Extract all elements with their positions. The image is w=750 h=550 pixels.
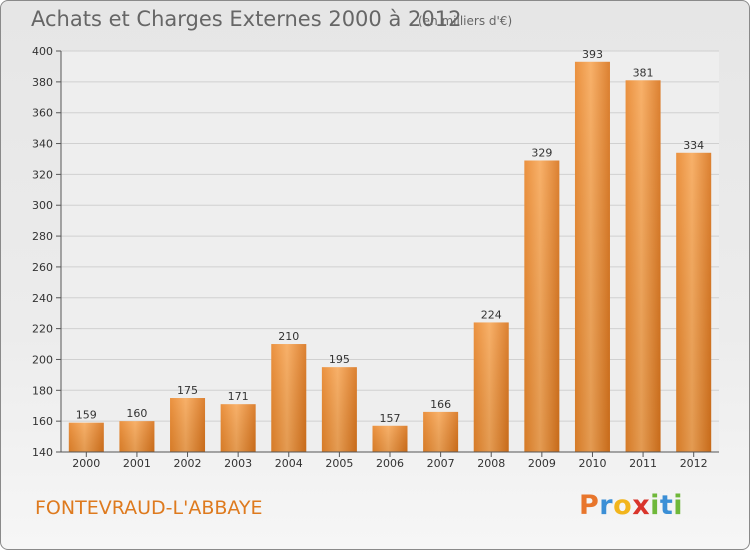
y-tick-label: 200 [32,353,53,366]
plot-area [61,51,719,452]
bar-shade [423,411,459,452]
bar-shade [170,398,206,452]
x-tick-label: 2011 [629,457,657,470]
x-tick-label: 2004 [275,457,303,470]
y-tick-label: 400 [32,45,53,58]
bar-shade [524,160,560,452]
chart-title: Achats et Charges Externes 2000 à 2012 [31,7,462,31]
x-tick-label: 2000 [72,457,100,470]
x-tick-label: 2010 [578,457,606,470]
value-label: 393 [582,48,603,61]
town-name: FONTEVRAUD-L'ABBAYE [35,497,263,519]
x-tick-label: 2005 [325,457,353,470]
y-tick-label: 300 [32,199,53,212]
y-tick-label: 240 [32,292,53,305]
y-tick-label: 280 [32,230,53,243]
logo-letter: o [613,490,633,521]
bar-shade [676,152,712,453]
logo-letter: P [579,490,600,521]
value-label: 224 [481,308,502,321]
bar-shade [372,425,408,452]
x-tick-label: 2007 [427,457,455,470]
y-tick-label: 140 [32,446,53,459]
y-tick-label: 380 [32,76,53,89]
y-tick-label: 360 [32,107,53,120]
value-label: 160 [126,407,147,420]
y-tick-label: 160 [32,415,53,428]
y-tick-label: 220 [32,323,53,336]
value-label: 159 [76,409,97,422]
value-label: 171 [228,390,249,403]
value-label: 329 [531,147,552,160]
bar-shade [271,344,307,452]
value-label: 334 [683,139,704,152]
bar-shade [473,322,509,452]
bar-shade [220,404,256,452]
y-tick-label: 260 [32,261,53,274]
x-tick-label: 2009 [528,457,556,470]
x-tick-label: 2001 [123,457,151,470]
logo-letter: r [599,490,614,521]
bar-shade [119,421,155,452]
value-label: 175 [177,384,198,397]
x-tick-label: 2008 [477,457,505,470]
x-tick-label: 2012 [680,457,708,470]
logo-letter: t [659,490,674,521]
value-label: 157 [380,412,401,425]
proxiti-logo: Proxiti [579,490,683,521]
value-label: 381 [633,66,654,79]
logo-letter: i [673,490,684,521]
value-label: 210 [278,330,299,343]
x-tick-label: 2006 [376,457,404,470]
bar-shade [68,422,104,452]
logo-letter: x [632,490,651,521]
value-label: 166 [430,398,451,411]
y-tick-label: 320 [32,168,53,181]
bar-shade [321,367,357,452]
logo-letter: i [650,490,660,521]
x-tick-label: 2002 [174,457,202,470]
value-label: 195 [329,353,350,366]
y-tick-label: 340 [32,138,53,151]
bar-shade [574,61,610,453]
unit-note: (en milliers d'€) [418,14,513,28]
y-tick-label: 180 [32,384,53,397]
bar-shade [625,80,661,453]
x-tick-label: 2003 [224,457,252,470]
